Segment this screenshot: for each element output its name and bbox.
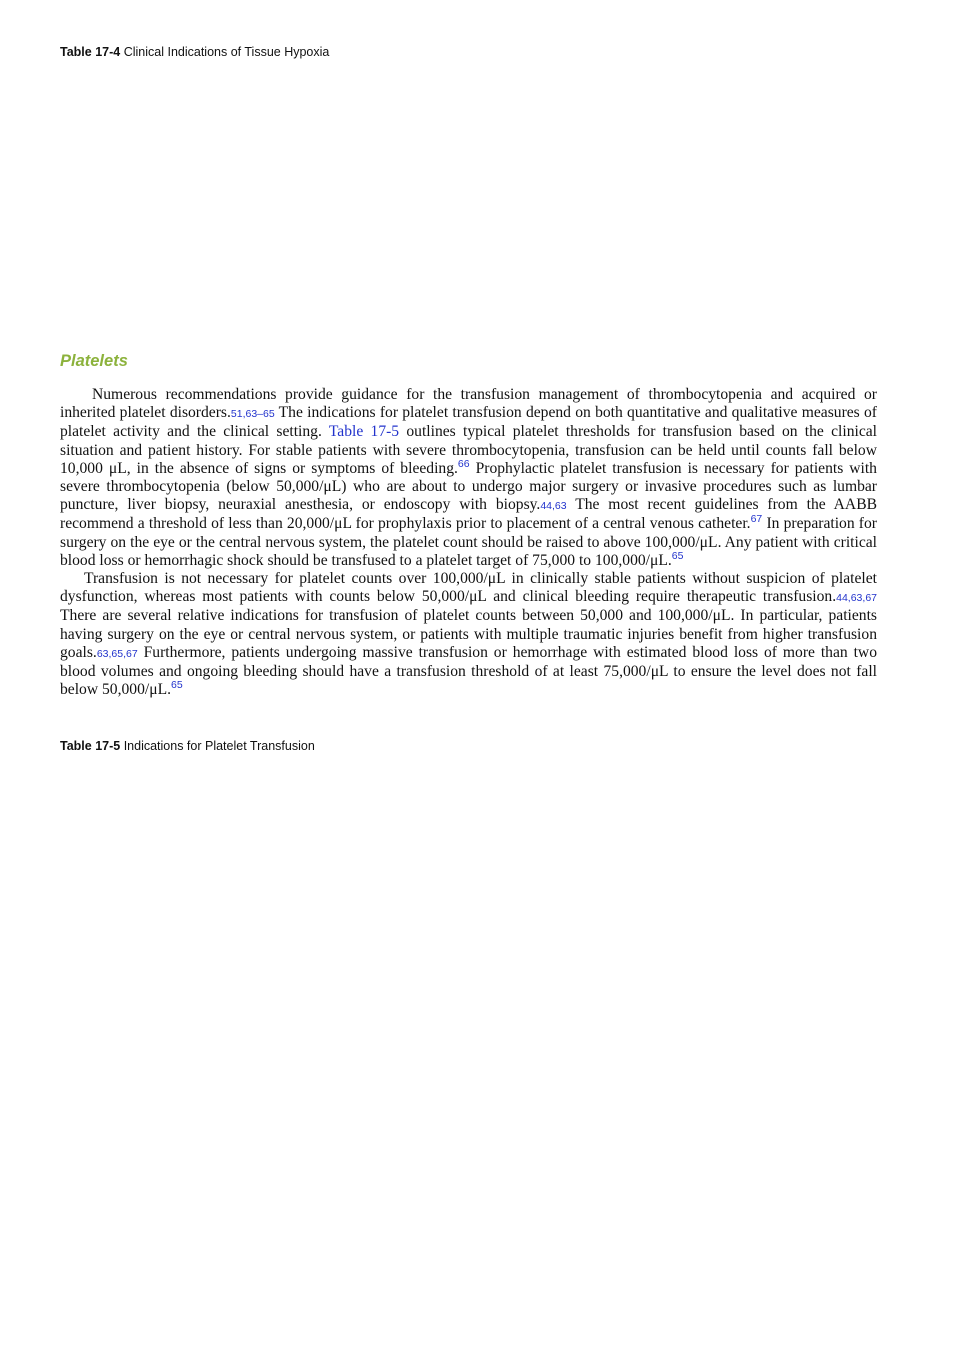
caption-title: Indications for Platelet Transfusion: [123, 739, 315, 753]
citation: 44,63: [540, 500, 567, 513]
text-run: Prophylactic platelet transfusion is nec…: [60, 459, 877, 514]
text-run: Numerous recommendations provide guidanc…: [60, 386, 877, 422]
text-run: The most recent guidelines from the AABB…: [60, 496, 877, 533]
citation-superscript: 66: [457, 457, 470, 470]
caption-title: Clinical Indications of Tissue Hypoxia: [123, 45, 330, 59]
body-text: Numerous recommendations provide guidanc…: [60, 386, 877, 699]
citation-superscript: 65: [171, 679, 183, 692]
text-run: Furthermore, patients undergoing massive…: [60, 643, 877, 699]
table-caption: Table 17-4 Clinical Indications of Tissu…: [60, 45, 329, 59]
table-caption: Table 17-5 Indications for Platelet Tran…: [60, 739, 315, 753]
table-link[interactable]: Table 17-5: [328, 423, 400, 441]
text-run: The indications for platelet transfusion…: [60, 404, 877, 441]
text-run: outlines typical platelet thresholds for…: [60, 423, 878, 477]
citation: 63,65,67: [96, 647, 138, 660]
paragraph: Numerous recommendations provide guidanc…: [60, 386, 877, 570]
caption-label: Table 17-4: [60, 45, 121, 59]
paragraph: Transfusion is not necessary for platele…: [60, 570, 877, 699]
text-run: There are several relative indications f…: [60, 607, 877, 661]
citation: 44,63,67: [836, 592, 877, 605]
section-heading: Platelets: [60, 352, 128, 370]
text-run: In preparation for surgery on the eye or…: [60, 515, 877, 569]
citation-superscript: 67: [750, 513, 763, 526]
citation: 51,63–65: [230, 408, 275, 421]
text-run: Transfusion is not necessary for platele…: [60, 570, 877, 606]
citation-superscript: 65: [671, 549, 684, 562]
caption-label: Table 17-5: [60, 739, 121, 753]
